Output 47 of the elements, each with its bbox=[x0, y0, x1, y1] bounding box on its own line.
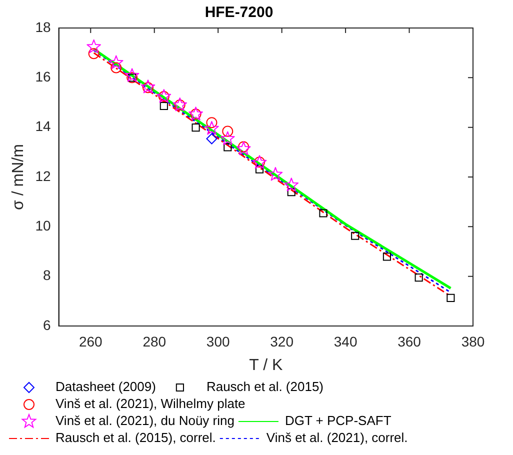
y-tick-label: 8 bbox=[42, 267, 51, 284]
point bbox=[287, 188, 296, 196]
y-tick-label: 12 bbox=[35, 168, 51, 184]
legend-label: Datasheet (2009) bbox=[56, 379, 156, 394]
point bbox=[206, 117, 218, 128]
legend-label: Rausch et al. (2015) bbox=[206, 379, 324, 394]
legend-label: DGT + PCP-SAFT bbox=[284, 413, 392, 428]
legend-label: Vinš et al. (2021), Wilhelmy plate bbox=[56, 396, 246, 412]
legend-label: Vinš et al. (2021), du Noüy ring bbox=[56, 413, 234, 428]
point bbox=[319, 209, 328, 218]
point bbox=[124, 68, 140, 82]
point bbox=[268, 167, 283, 181]
x-tick-label: 380 bbox=[461, 333, 485, 350]
y-axis-title: σ / mN/m bbox=[10, 144, 28, 210]
point bbox=[86, 39, 101, 54]
y-tick-label: 14 bbox=[35, 118, 51, 134]
point bbox=[140, 80, 156, 94]
x-tick-label: 360 bbox=[398, 333, 422, 350]
x-tick-label: 340 bbox=[334, 333, 358, 350]
chart-title: HFE-7200 bbox=[204, 4, 274, 22]
x-axis-title: T / K bbox=[249, 356, 283, 374]
point bbox=[204, 121, 219, 135]
x-tick-label: 260 bbox=[78, 333, 103, 350]
x-tick-label: 280 bbox=[142, 333, 166, 350]
legend-label: Rausch et al. (2015), correl. bbox=[56, 430, 216, 446]
y-tick-label: 16 bbox=[35, 68, 51, 85]
point bbox=[224, 143, 232, 152]
point bbox=[255, 165, 264, 174]
point bbox=[220, 131, 235, 145]
x-tick-label: 300 bbox=[206, 333, 230, 350]
point bbox=[236, 141, 251, 156]
point bbox=[414, 274, 423, 282]
point bbox=[206, 133, 218, 144]
point bbox=[284, 178, 299, 192]
legend-label: Vinš et al. (2021), correl. bbox=[266, 430, 408, 446]
point bbox=[446, 294, 455, 302]
point bbox=[192, 124, 200, 132]
point bbox=[382, 252, 392, 261]
point bbox=[160, 102, 168, 110]
y-tick-label: 10 bbox=[35, 218, 51, 234]
point bbox=[88, 48, 100, 60]
x-tick-label: 320 bbox=[270, 333, 294, 350]
point bbox=[108, 55, 124, 69]
y-tick-label: 6 bbox=[42, 316, 51, 333]
point bbox=[222, 126, 234, 137]
point bbox=[351, 232, 360, 240]
y-tick-label: 18 bbox=[35, 18, 51, 35]
